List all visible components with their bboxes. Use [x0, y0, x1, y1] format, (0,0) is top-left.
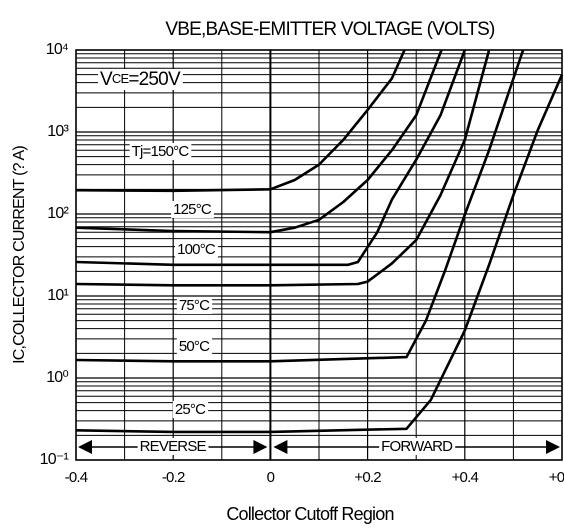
- label-background: [137, 437, 209, 455]
- y-tick-label: 10⁴: [46, 41, 69, 58]
- y-tick-label: 10³: [47, 123, 69, 140]
- x-tick-label: +0.6: [549, 469, 564, 486]
- x-tick-label: -0.2: [162, 469, 185, 486]
- y-tick-label: 10⁻¹: [40, 451, 69, 468]
- label-background: [175, 240, 218, 258]
- curve: [75, 49, 491, 287]
- reverse-arrow-head: [253, 440, 268, 454]
- vce-label: VCE=250V: [100, 69, 181, 90]
- y-tick-label: 10⁰: [46, 369, 68, 386]
- x-tick-label: +0.2: [354, 469, 381, 486]
- reverse-arrow-head: [78, 440, 92, 454]
- forward-label: FORWARD: [381, 438, 453, 455]
- y-axis-label: IC,COLLECTOR CURRENT (? A): [11, 146, 28, 364]
- curve: [75, 74, 564, 434]
- vce-part: V: [100, 69, 113, 90]
- series-label: 25°C: [175, 401, 206, 418]
- reverse-label: REVERSE: [140, 438, 207, 455]
- curve: [75, 49, 443, 234]
- vce-part: CE: [112, 71, 130, 86]
- x-tick-label: +0.4: [452, 469, 479, 486]
- y-tick-label: 10²: [47, 205, 69, 222]
- chart-title: VBE,BASE-EMITTER VOLTAGE (VOLTS): [165, 19, 495, 40]
- curve: [75, 49, 467, 267]
- label-background: [98, 69, 183, 91]
- series-label: 100°C: [177, 241, 216, 258]
- x-tick-label: -0.4: [65, 469, 88, 486]
- x-tick-label: 0: [267, 469, 275, 486]
- plot-frame: [75, 49, 563, 461]
- vce-part: =250V: [128, 69, 181, 90]
- series-label: Tj=150°C: [132, 143, 190, 160]
- label-background: [379, 437, 456, 455]
- series-label: 50°C: [179, 338, 210, 355]
- label-background: [176, 337, 213, 355]
- x-axis-label: Collector Cutoff Region: [226, 504, 393, 524]
- series-label: 75°C: [179, 297, 210, 314]
- curve: [75, 49, 406, 193]
- y-tick-label: 10¹: [47, 287, 68, 304]
- curve: [75, 49, 525, 363]
- label-background: [172, 400, 209, 418]
- label-background: [176, 296, 213, 314]
- label-background: [129, 142, 192, 160]
- label-background: [171, 200, 214, 218]
- series-label: 125°C: [173, 201, 212, 218]
- forward-arrow-head: [546, 440, 560, 454]
- forward-arrow-head: [273, 440, 288, 454]
